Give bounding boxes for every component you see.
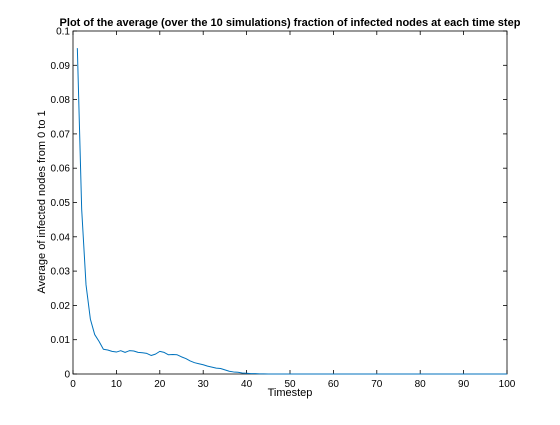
y-tick-label: 0 (64, 370, 70, 381)
x-tick-label: 10 (111, 379, 123, 390)
x-tick-label: 0 (70, 379, 76, 390)
y-tick-label: 0.04 (51, 232, 71, 243)
y-tick-label: 0.02 (51, 301, 71, 312)
y-tick-label: 0.01 (51, 335, 71, 346)
series-line-0 (76, 48, 507, 375)
y-tick-label: 0.1 (56, 27, 70, 38)
x-tick-label: 80 (415, 379, 427, 390)
y-tick-label: 0.03 (51, 267, 71, 278)
x-axis: 0 10 20 30 40 50 60 70 80 90 100 (70, 31, 516, 390)
x-tick-label: 30 (198, 379, 210, 390)
x-tick-label: 40 (241, 379, 253, 390)
x-axis-label: Timestep (268, 387, 313, 399)
y-axis-label: Average of infected nodes from 0 to 1 (36, 110, 48, 293)
x-tick-label: 100 (499, 379, 516, 390)
y-tick-label: 0.05 (51, 198, 71, 209)
y-tick-label: 0.09 (51, 61, 71, 72)
y-axis: 0 0.01 0.02 0.03 0.04 0.05 0.06 0.07 0.08 0.09 0.1 (51, 27, 507, 381)
x-tick-label: 70 (371, 379, 383, 390)
x-tick-label: 60 (328, 379, 340, 390)
series-layer (76, 48, 507, 375)
x-tick-label: 20 (154, 379, 166, 390)
y-tick-label: 0.06 (51, 164, 71, 175)
plot-area-frame (72, 30, 508, 375)
y-tick-label: 0.08 (51, 95, 71, 106)
y-tick-label: 0.07 (51, 129, 71, 140)
chart-title: Plot of the average (over the 10 simulat… (60, 17, 521, 29)
x-tick-label: 50 (284, 379, 296, 390)
x-tick-label: 90 (458, 379, 470, 390)
